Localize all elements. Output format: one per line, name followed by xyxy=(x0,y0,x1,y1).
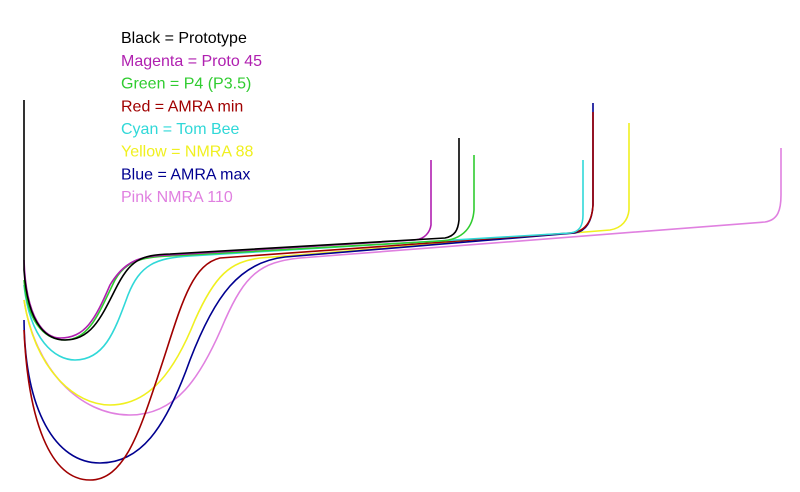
black-profile xyxy=(23,100,460,341)
red-profile xyxy=(23,112,594,481)
legend-entry: Black = Prototype xyxy=(121,30,247,47)
legend-entry: Cyan = Tom Bee xyxy=(121,121,240,138)
legend-entry: Red = AMRA min xyxy=(121,98,243,115)
legend-entry: Yellow = NMRA 88 xyxy=(121,144,253,161)
legend: Black = Prototype Magenta = Proto 45 Green… xyxy=(121,30,262,206)
yellow-profile xyxy=(23,123,630,406)
legend-entry: Magenta = Proto 45 xyxy=(121,53,262,70)
legend-entry: Green = P4 (P3.5) xyxy=(121,76,251,93)
legend-entry: Blue = AMRA max xyxy=(121,166,250,183)
blue-profile xyxy=(23,103,594,464)
pink-profile xyxy=(23,148,782,416)
cyan-profile xyxy=(23,160,584,361)
legend-entry: Pink NMRA 110 xyxy=(121,189,233,206)
profiles xyxy=(23,100,782,481)
